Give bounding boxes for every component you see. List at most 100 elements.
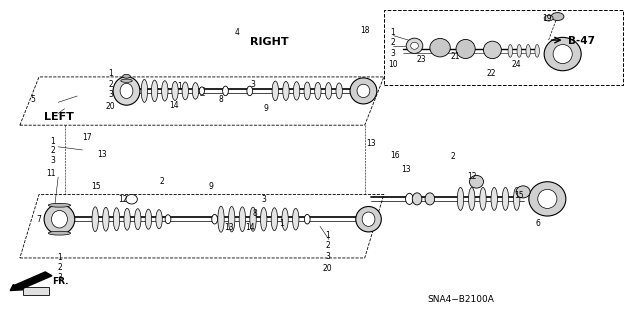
Ellipse shape [535, 45, 540, 57]
Ellipse shape [141, 79, 148, 102]
Ellipse shape [553, 45, 572, 63]
Text: 18: 18 [360, 26, 369, 35]
Ellipse shape [218, 206, 224, 232]
Text: 9: 9 [263, 104, 268, 113]
Text: 2: 2 [325, 241, 330, 250]
Ellipse shape [516, 186, 530, 198]
Ellipse shape [356, 206, 381, 232]
Ellipse shape [350, 78, 377, 104]
Text: 15: 15 [92, 182, 101, 191]
Ellipse shape [468, 188, 475, 210]
Ellipse shape [283, 81, 289, 100]
Text: 2: 2 [108, 80, 113, 89]
Ellipse shape [182, 82, 188, 100]
Ellipse shape [247, 86, 253, 96]
Ellipse shape [152, 80, 158, 102]
Ellipse shape [502, 188, 509, 210]
Ellipse shape [48, 203, 70, 207]
Text: 1: 1 [57, 253, 62, 262]
Text: 1: 1 [108, 69, 113, 78]
Ellipse shape [411, 42, 419, 49]
Ellipse shape [156, 210, 163, 229]
Text: 12: 12 [118, 195, 128, 204]
Bar [23, 287, 49, 295]
Ellipse shape [526, 45, 531, 57]
Ellipse shape [48, 231, 70, 235]
Ellipse shape [102, 207, 109, 231]
Ellipse shape [406, 193, 413, 204]
Ellipse shape [239, 207, 246, 232]
Text: FR.: FR. [52, 277, 68, 286]
Ellipse shape [228, 206, 235, 232]
Ellipse shape [315, 82, 321, 100]
Ellipse shape [513, 188, 520, 210]
Text: 4: 4 [234, 28, 239, 37]
Text: 1: 1 [51, 137, 56, 145]
Ellipse shape [412, 193, 422, 205]
Ellipse shape [121, 79, 132, 82]
Text: 2: 2 [159, 177, 164, 186]
Ellipse shape [51, 211, 67, 228]
Ellipse shape [113, 77, 140, 105]
Text: 2: 2 [51, 146, 56, 155]
Ellipse shape [293, 82, 300, 100]
Ellipse shape [357, 84, 370, 98]
Text: 14: 14 [245, 223, 255, 232]
Ellipse shape [113, 208, 120, 231]
Ellipse shape [260, 207, 267, 231]
Ellipse shape [362, 212, 375, 226]
Text: 20: 20 [323, 263, 332, 273]
Ellipse shape [458, 188, 464, 210]
Ellipse shape [123, 74, 131, 78]
Text: 17: 17 [82, 133, 92, 142]
Text: 22: 22 [486, 69, 496, 78]
Text: SNA4−B2100A: SNA4−B2100A [427, 295, 494, 304]
Ellipse shape [165, 215, 171, 224]
Text: 2: 2 [390, 38, 395, 47]
Ellipse shape [336, 83, 342, 99]
Ellipse shape [305, 214, 310, 224]
Ellipse shape [304, 82, 310, 100]
Text: 12: 12 [467, 173, 477, 182]
Text: 14: 14 [170, 101, 179, 110]
Ellipse shape [292, 208, 299, 230]
Text: B-47: B-47 [568, 36, 595, 46]
Text: 13: 13 [97, 150, 106, 159]
Ellipse shape [456, 40, 475, 58]
Text: 13: 13 [225, 223, 234, 232]
Ellipse shape [538, 189, 557, 208]
Text: 2: 2 [451, 152, 455, 161]
Ellipse shape [406, 38, 423, 53]
Text: 5: 5 [30, 95, 35, 104]
Ellipse shape [517, 45, 522, 57]
Ellipse shape [192, 83, 198, 99]
Text: 3: 3 [250, 80, 255, 89]
Ellipse shape [272, 81, 278, 101]
Text: 1: 1 [390, 28, 395, 37]
Ellipse shape [271, 208, 278, 231]
Ellipse shape [480, 188, 486, 210]
Ellipse shape [282, 208, 288, 230]
Text: 3: 3 [261, 195, 266, 204]
Text: 8: 8 [253, 209, 257, 218]
Ellipse shape [483, 41, 501, 59]
Ellipse shape [145, 209, 152, 229]
Text: 19: 19 [542, 14, 552, 23]
Ellipse shape [529, 182, 566, 216]
Ellipse shape [508, 45, 513, 57]
Ellipse shape [469, 175, 483, 188]
Ellipse shape [134, 209, 141, 230]
Ellipse shape [491, 188, 497, 210]
Text: LEFT: LEFT [44, 112, 74, 122]
Text: 9: 9 [209, 182, 214, 191]
Text: 3: 3 [390, 48, 396, 58]
Text: 10: 10 [388, 60, 397, 69]
Text: 6: 6 [536, 219, 541, 227]
Ellipse shape [544, 37, 581, 71]
Text: 3: 3 [51, 156, 56, 165]
Ellipse shape [430, 39, 451, 57]
Text: 1: 1 [279, 219, 284, 228]
Ellipse shape [199, 87, 204, 95]
Ellipse shape [120, 83, 133, 99]
Text: 1: 1 [177, 82, 182, 91]
